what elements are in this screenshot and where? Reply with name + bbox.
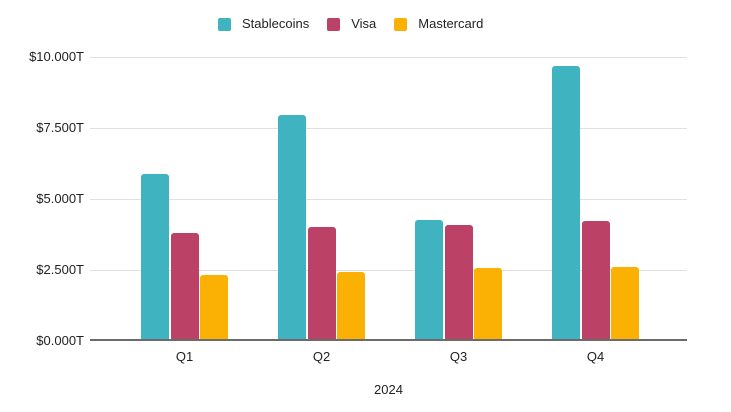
plot-area <box>90 57 687 341</box>
x-axis-line <box>90 339 687 341</box>
bar-visa-q3[interactable] <box>444 225 473 339</box>
bar-mastercard-q2[interactable] <box>337 272 365 339</box>
bar-mastercard-q1[interactable] <box>200 275 228 339</box>
legend-item-mastercard[interactable]: Mastercard <box>394 16 483 32</box>
bar-visa-q4[interactable] <box>581 221 610 339</box>
legend-item-stablecoins[interactable]: Stablecoins <box>218 16 309 32</box>
bar-stablecoins-q3[interactable] <box>415 219 443 339</box>
bar-mastercard-q4[interactable] <box>611 266 639 339</box>
x-tick-label-q3: Q3 <box>449 349 468 364</box>
bar-visa-q2[interactable] <box>307 226 336 339</box>
bar-stablecoins-q4[interactable] <box>552 66 580 339</box>
x-axis-title: 2024 <box>374 382 403 397</box>
legend-label: Stablecoins <box>242 16 310 31</box>
bar-stablecoins-q1[interactable] <box>141 174 169 339</box>
bar-visa-q1[interactable] <box>170 232 199 339</box>
legend-item-visa[interactable]: Visa <box>327 16 376 32</box>
x-tick-label-q1: Q1 <box>175 349 194 364</box>
y-tick-label: $10.000T <box>29 49 84 64</box>
bar-stablecoins-q2[interactable] <box>278 114 306 339</box>
y-tick-label: $2.500T <box>36 262 84 277</box>
x-tick-label-q4: Q4 <box>586 349 605 364</box>
legend-swatch-visa <box>327 17 341 31</box>
gridline <box>90 57 687 58</box>
chart-legend: Stablecoins Visa Mastercard <box>218 16 483 32</box>
legend-label: Mastercard <box>418 16 484 31</box>
y-tick-label: $5.000T <box>36 191 84 206</box>
y-tick-label: $0.000T <box>36 333 84 348</box>
bar-mastercard-q3[interactable] <box>474 268 502 339</box>
y-tick-label: $7.500T <box>36 120 84 135</box>
gridline <box>90 128 687 129</box>
legend-label: Visa <box>351 16 377 31</box>
gridline <box>90 199 687 200</box>
x-tick-label-q2: Q2 <box>312 349 331 364</box>
legend-swatch-mastercard <box>394 17 408 31</box>
legend-swatch-stablecoins <box>218 17 231 31</box>
gridline <box>90 270 687 271</box>
